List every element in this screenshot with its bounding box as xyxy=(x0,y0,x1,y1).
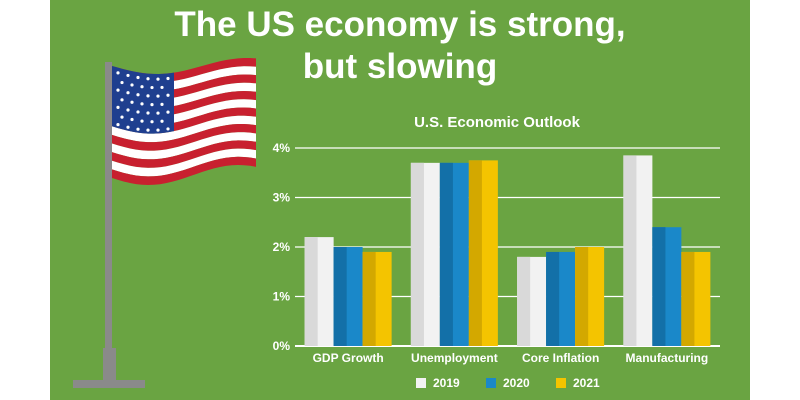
flag-star xyxy=(160,102,164,106)
flag-star xyxy=(136,93,140,97)
flag-star xyxy=(130,117,134,122)
chart-title: U.S. Economic Outlook xyxy=(414,114,581,131)
flag-canton xyxy=(112,66,174,134)
flag-star xyxy=(140,102,144,106)
us-flag-illustration xyxy=(73,58,256,388)
flag-star xyxy=(116,71,120,75)
flag-star xyxy=(156,128,160,132)
headline-line-2: but slowing xyxy=(302,47,498,86)
legend-swatch-2020 xyxy=(486,378,496,388)
flag-star xyxy=(160,119,164,123)
flag-star xyxy=(126,108,130,112)
flag-star xyxy=(116,88,120,92)
flag-star xyxy=(136,75,140,80)
infographic-panel: U.S. Economic Outlook 0% 1% 2% 3% 4% GDP Gro… xyxy=(50,0,750,400)
bar-shade xyxy=(333,247,347,346)
headline: The US economy is strong, but slowing xyxy=(50,4,750,88)
legend-label-2021: 2021 xyxy=(573,376,600,390)
bar-shade xyxy=(517,256,531,346)
flag-star xyxy=(140,85,144,89)
legend-swatch-2021 xyxy=(556,378,566,388)
bar-shade xyxy=(304,237,318,346)
flag-stripe xyxy=(112,132,256,160)
flag-star xyxy=(130,83,134,87)
flag-star xyxy=(146,111,150,115)
bar-shade xyxy=(439,162,453,346)
bar-shade xyxy=(681,251,695,346)
flag-star xyxy=(136,127,140,131)
flag-star xyxy=(126,125,130,129)
flag-star xyxy=(150,120,154,124)
flag-star xyxy=(150,85,154,90)
chart-canvas: U.S. Economic Outlook 0% 1% 2% 3% 4% GDP Gro… xyxy=(50,0,750,400)
flag-star xyxy=(120,115,124,119)
flag-star xyxy=(120,98,124,102)
x-tick-label: Manufacturing xyxy=(626,351,709,365)
bar-shade xyxy=(623,155,637,346)
flag-pole-stand xyxy=(103,348,116,383)
bar-shade xyxy=(652,227,666,346)
bar-shade xyxy=(362,251,376,346)
flag-star xyxy=(116,123,120,127)
y-tick-label: 4% xyxy=(273,141,291,155)
flag-star xyxy=(116,105,120,109)
flag-star xyxy=(126,91,130,95)
flag-star xyxy=(120,80,124,85)
flag-stripe xyxy=(112,148,256,177)
y-tick-label: 2% xyxy=(273,240,291,254)
x-tick-label: Unemployment xyxy=(411,351,498,365)
legend-label-2020: 2020 xyxy=(503,376,530,390)
flag-stripe xyxy=(112,156,256,185)
bar-shade xyxy=(410,162,424,346)
flag-star xyxy=(166,110,170,114)
x-axis: GDP Growth Unemployment Core Inflation Manu… xyxy=(313,351,709,365)
flag-star xyxy=(160,85,164,90)
bar-shade xyxy=(546,251,560,346)
flag-star xyxy=(150,103,154,107)
flag-star xyxy=(140,119,144,123)
flag-star xyxy=(166,76,170,81)
flag-stripe xyxy=(112,140,256,168)
legend: 2019 2020 2021 xyxy=(416,376,600,390)
flag-star xyxy=(156,77,160,81)
headline-line-1: The US economy is strong, xyxy=(174,5,626,44)
flag-star xyxy=(146,128,150,132)
flag-star xyxy=(156,111,160,115)
y-tick-label: 3% xyxy=(273,191,291,205)
flag-star xyxy=(166,93,170,97)
flag-star xyxy=(166,127,170,131)
x-tick-label: GDP Growth xyxy=(313,351,384,365)
flag-stars xyxy=(116,71,170,132)
y-tick-label: 1% xyxy=(273,290,291,304)
flag-stripe xyxy=(112,115,256,143)
flag-star xyxy=(156,94,160,98)
flag-pole-foot xyxy=(73,380,145,388)
flag-star xyxy=(130,100,134,104)
bar-shade xyxy=(575,247,589,346)
flag-star xyxy=(146,94,150,98)
y-tick-label: 0% xyxy=(273,339,291,353)
flag-pole xyxy=(105,62,112,352)
legend-label-2019: 2019 xyxy=(433,376,460,390)
flag-star xyxy=(126,73,130,78)
legend-swatch-2019 xyxy=(416,378,426,388)
bar-series xyxy=(304,155,711,346)
flag-stripe xyxy=(112,123,256,151)
flag-star xyxy=(146,77,150,81)
bar-shade xyxy=(468,160,482,346)
x-tick-label: Core Inflation xyxy=(522,351,599,365)
flag-star xyxy=(136,110,140,114)
